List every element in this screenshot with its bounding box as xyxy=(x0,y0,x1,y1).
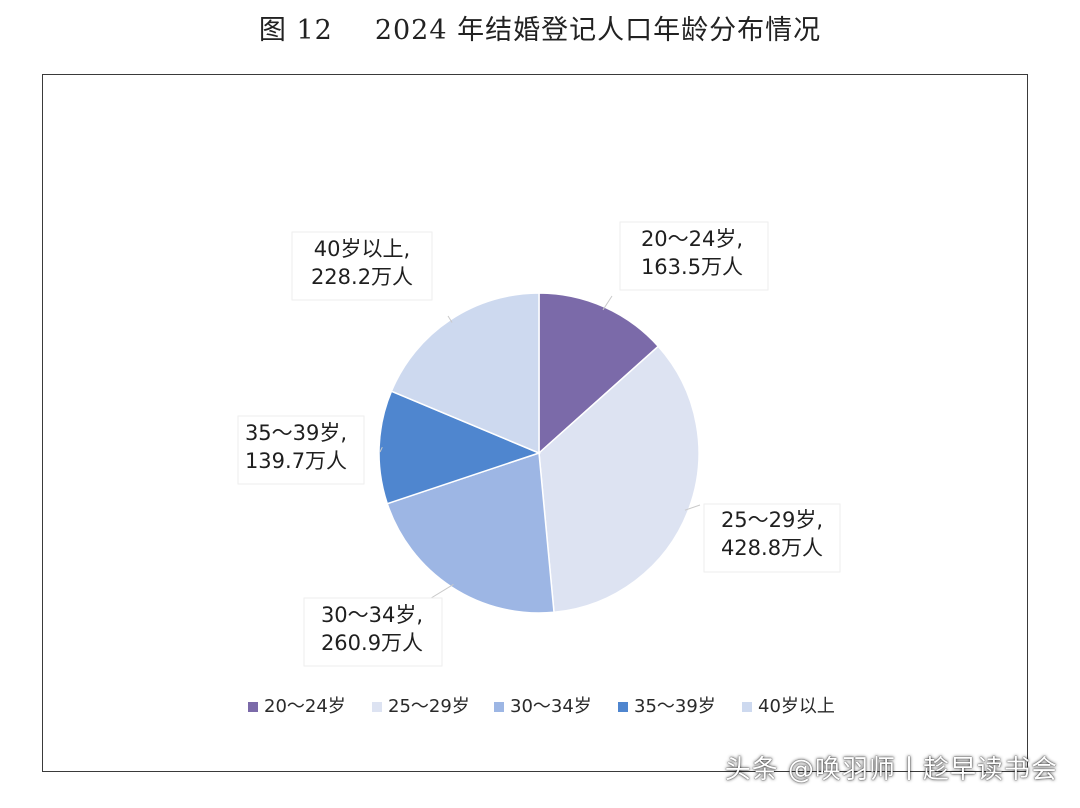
slice-35-39 xyxy=(378,390,542,505)
legend-20-24-swatch xyxy=(248,702,258,712)
data-labels: 20～24岁, 163.5万人 25～29岁, 428.8万人 30～34岁, 260.9… xyxy=(237,221,841,667)
legend-20-24-label: 20～24岁 xyxy=(264,696,346,717)
label-25-29-box xyxy=(703,503,841,573)
label-25-29-leader xyxy=(684,504,701,511)
chart-frame xyxy=(42,74,1028,772)
label-40-plus-leader xyxy=(447,315,453,323)
label-40-plus-value: 228.2万人 xyxy=(311,265,413,289)
label-20-24-box xyxy=(619,221,769,291)
label-20-24-value: 163.5万人 xyxy=(641,255,743,279)
label-30-34-box xyxy=(303,597,443,667)
slice-25-29 xyxy=(538,345,700,614)
label-20-24-leader xyxy=(602,295,613,311)
slice-30-34 xyxy=(386,451,555,614)
label-30-34-value: 260.9万人 xyxy=(321,631,423,655)
label-40-plus-box xyxy=(291,231,433,301)
legend-25-29-swatch xyxy=(372,702,382,712)
figure-title-text: 2024 年结婚登记人口年龄分布情况 xyxy=(374,15,822,46)
label-20-24-category: 20～24岁, xyxy=(641,227,743,251)
legend-30-34-swatch xyxy=(494,702,504,712)
label-30-34-category: 30～34岁, xyxy=(321,603,423,627)
label-35-39-value: 139.7万人 xyxy=(245,449,347,473)
label-35-39-box xyxy=(237,415,365,485)
watermark: 头条 @唤羽师丨趁早读书会 xyxy=(724,755,1058,785)
label-25-29-category: 25～29岁, xyxy=(721,508,823,532)
label-35-39-leader xyxy=(379,446,383,453)
legend-30-34-label: 30～34岁 xyxy=(510,696,592,717)
legend-40-plus-swatch xyxy=(742,702,752,712)
legend-35-39-label: 35～39岁 xyxy=(634,696,716,717)
label-35-39-category: 35～39岁, xyxy=(245,421,347,445)
figure-number: 图 12 xyxy=(258,15,333,46)
label-25-29-value: 428.8万人 xyxy=(721,536,823,560)
legend-40-plus-label: 40岁以上 xyxy=(758,696,835,717)
label-40-plus-category: 40岁以上, xyxy=(314,237,410,261)
legend-35-39-swatch xyxy=(618,702,628,712)
pie-slices xyxy=(378,292,700,614)
legend-25-29-label: 25～29岁 xyxy=(388,696,470,717)
figure-title: 图 12 2024 年结婚登记人口年龄分布情况 xyxy=(0,8,1080,47)
legend: 20～24岁 25～29岁 30～34岁 35～39岁 40岁以上 xyxy=(248,696,835,717)
